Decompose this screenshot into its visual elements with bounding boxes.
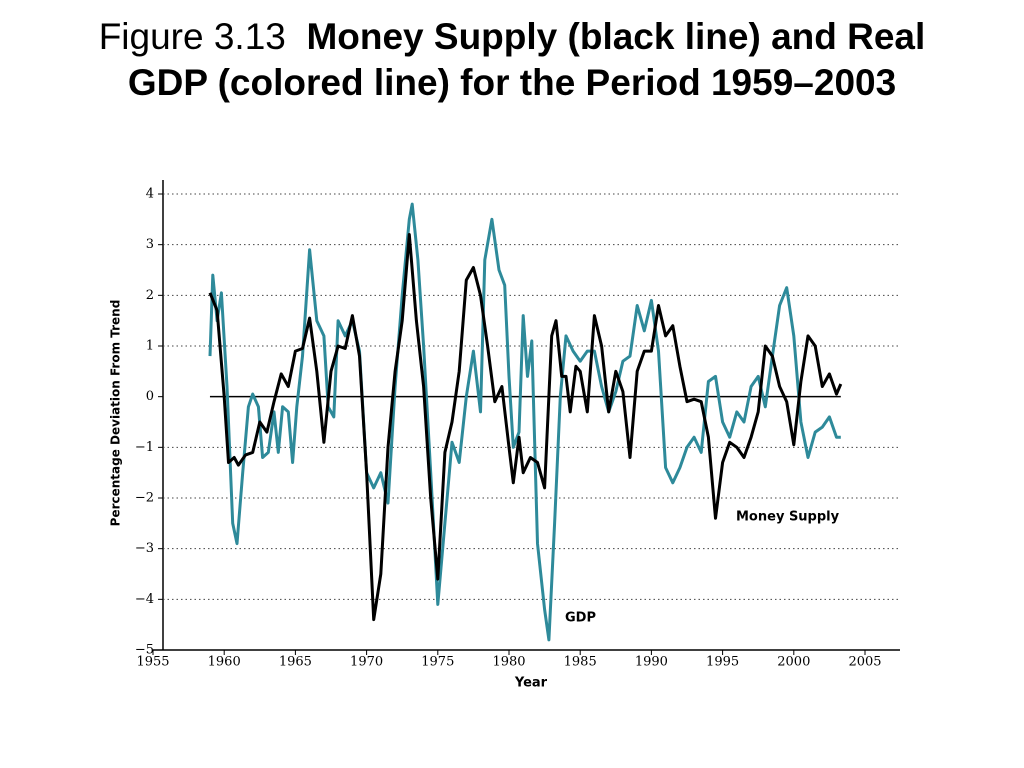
x-tick-label: 2005	[848, 655, 881, 670]
series-annotation: GDP	[565, 611, 596, 626]
x-tick-label: 1965	[279, 655, 312, 670]
y-tick-label: 4	[146, 187, 154, 202]
x-tick-label: 1985	[564, 655, 597, 670]
y-tick-label: 0	[146, 389, 154, 404]
x-tick-label: 1990	[635, 655, 668, 670]
y-tick-label: −1	[135, 440, 154, 455]
x-tick-label: 1970	[350, 655, 383, 670]
x-tick-label: 1975	[421, 655, 454, 670]
x-tick-label: 1980	[492, 655, 525, 670]
series-line	[208, 202, 841, 642]
y-tick-label: 2	[146, 288, 154, 303]
x-tick-label: 1960	[208, 655, 241, 670]
y-axis-label: Percentage Deviation From Trend	[109, 300, 123, 527]
y-tick-label: −4	[135, 592, 154, 607]
y-tick-label: −3	[135, 541, 154, 556]
series-line	[208, 233, 843, 622]
x-tick-label: 2000	[777, 655, 810, 670]
title-block: Figure 3.13 Money Supply (black line) an…	[62, 14, 962, 106]
y-tick-label: 3	[146, 237, 154, 252]
y-tick-label: 1	[146, 339, 154, 354]
x-tick-label: 1955	[136, 655, 169, 670]
y-tick-label: −2	[135, 491, 154, 506]
x-tick-label: 1995	[706, 655, 739, 670]
y-tick-label: −5	[135, 643, 154, 658]
figure-label: Figure 3.13	[98, 16, 286, 57]
x-axis-label: Year	[514, 676, 548, 691]
chart-title: Money Supply (black line) and Real GDP (…	[127, 16, 926, 103]
series-annotation: Money Supply	[736, 510, 840, 525]
